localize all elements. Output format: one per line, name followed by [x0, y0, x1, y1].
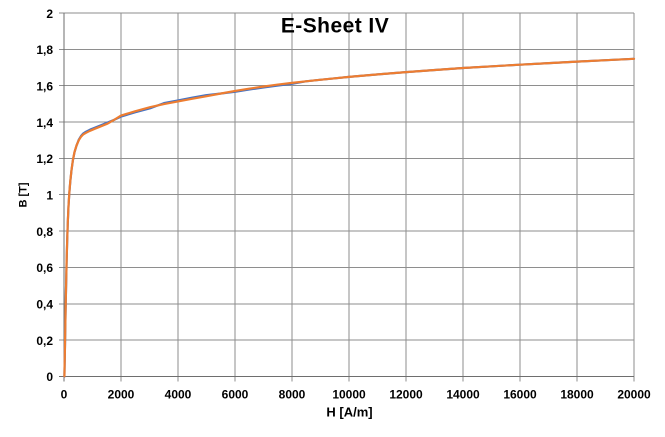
svg-text:14000: 14000	[446, 388, 480, 402]
svg-text:8000: 8000	[279, 388, 306, 402]
svg-text:0,8: 0,8	[36, 225, 53, 239]
svg-text:4000: 4000	[165, 388, 192, 402]
svg-text:2000: 2000	[108, 388, 135, 402]
svg-text:0,4: 0,4	[36, 298, 53, 312]
svg-text:1,2: 1,2	[36, 152, 53, 166]
svg-text:10000: 10000	[332, 388, 366, 402]
svg-text:20000: 20000	[617, 388, 651, 402]
svg-text:6000: 6000	[222, 388, 249, 402]
svg-text:1,6: 1,6	[36, 80, 53, 94]
svg-text:E-Sheet IV: E-Sheet IV	[281, 15, 389, 38]
svg-text:H [A/m]: H [A/m]	[326, 405, 372, 420]
svg-text:0: 0	[61, 388, 68, 402]
svg-text:12000: 12000	[389, 388, 423, 402]
svg-text:16000: 16000	[503, 388, 537, 402]
svg-text:1,4: 1,4	[36, 116, 53, 130]
svg-text:2: 2	[46, 7, 53, 21]
svg-text:0,2: 0,2	[36, 334, 53, 348]
svg-text:18000: 18000	[560, 388, 594, 402]
svg-text:0,6: 0,6	[36, 261, 53, 275]
svg-text:1: 1	[46, 189, 53, 203]
svg-text:0: 0	[46, 370, 53, 384]
svg-text:B [T]: B [T]	[18, 182, 30, 207]
svg-text:1,8: 1,8	[36, 43, 53, 57]
